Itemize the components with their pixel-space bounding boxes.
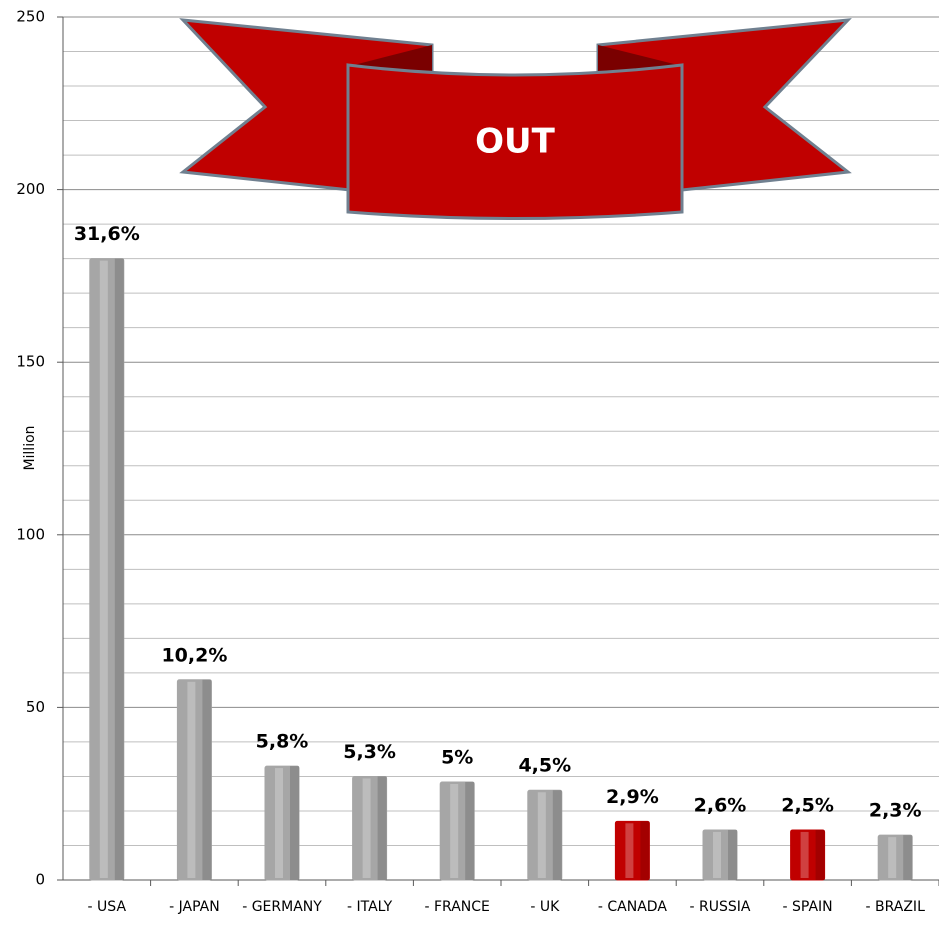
x-tick-label: - GERMANY — [242, 899, 322, 915]
bar-shine — [537, 792, 546, 878]
x-tick-label: - UK — [530, 899, 560, 915]
data-label: 10,2% — [161, 644, 227, 666]
y-tick-label: 250 — [16, 8, 45, 26]
bar-shine — [450, 783, 459, 878]
bar-shade — [114, 258, 124, 880]
bar-shade — [640, 821, 650, 880]
x-tick-label: - JAPAN — [169, 899, 220, 915]
x-tick-label: - ITALY — [347, 899, 393, 915]
x-tick-label: - SPAIN — [783, 899, 833, 915]
bar — [439, 781, 475, 881]
y-axis-label: Million — [22, 425, 38, 470]
bar — [176, 679, 212, 881]
bar-shine — [888, 837, 897, 878]
banner-fold — [350, 45, 432, 72]
bar-shade — [290, 766, 299, 880]
bar-shine — [187, 681, 196, 878]
data-label: 2,9% — [606, 786, 659, 808]
x-tick-label: - CANADA — [598, 899, 667, 915]
y-tick-label: 200 — [16, 180, 45, 198]
banner-text: OUT — [475, 122, 556, 162]
bar-shade — [465, 781, 475, 880]
y-tick-label: 150 — [16, 353, 45, 371]
bar — [790, 829, 826, 881]
x-tick-label: - USA — [88, 899, 127, 915]
bar-shade — [552, 790, 562, 880]
banner-fold — [598, 45, 682, 72]
bar-shade — [202, 679, 212, 880]
bar-shine — [800, 831, 809, 878]
bar-shine — [99, 260, 108, 878]
data-label: 2,3% — [869, 800, 922, 822]
bar — [614, 820, 650, 881]
bar — [702, 829, 738, 881]
data-label: 31,6% — [74, 223, 140, 245]
bar — [352, 775, 388, 881]
bar — [527, 789, 563, 881]
banner-center — [346, 63, 684, 220]
banner: OUT — [179, 18, 852, 220]
data-label: 2,6% — [694, 794, 747, 816]
bar-shine — [625, 823, 634, 878]
data-label: 2,5% — [781, 794, 834, 816]
x-tick-label: - RUSSIA — [690, 899, 751, 915]
bar — [264, 765, 300, 881]
bar-shade — [377, 776, 387, 880]
bar-shade — [728, 829, 737, 880]
y-tick-label: 50 — [26, 698, 45, 716]
data-label: 5% — [441, 746, 473, 768]
data-label: 4,5% — [518, 755, 571, 777]
bar — [89, 258, 125, 881]
data-label: 5,8% — [256, 731, 309, 753]
data-label: 5,3% — [343, 741, 396, 763]
bar-shine — [275, 768, 283, 878]
bar-shade — [903, 835, 913, 880]
bar-shine — [713, 831, 721, 878]
bar-shine — [362, 778, 371, 878]
bar-shade — [815, 829, 825, 880]
x-tick-label: - BRAZIL — [866, 899, 926, 915]
y-tick-label: 100 — [16, 525, 45, 543]
y-tick-label: 0 — [35, 871, 45, 889]
bar — [877, 834, 913, 881]
x-tick-label: - FRANCE — [425, 899, 490, 915]
